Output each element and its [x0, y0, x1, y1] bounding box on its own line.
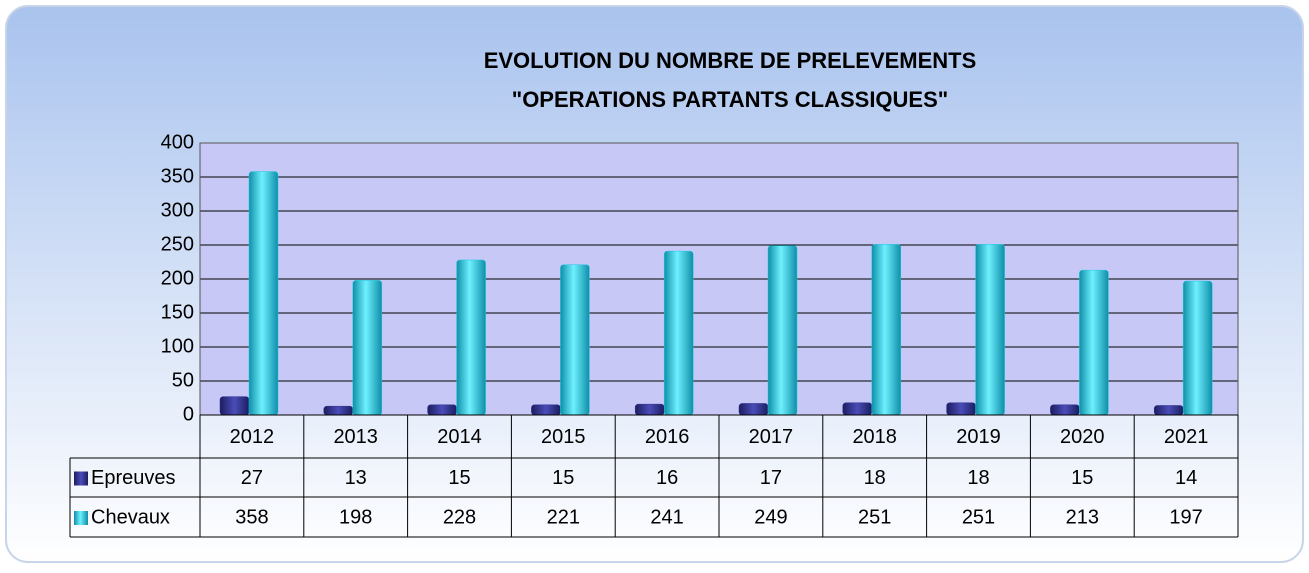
bar — [323, 405, 354, 416]
y-tick-label: 150 — [161, 301, 194, 323]
table-value: 198 — [339, 506, 372, 528]
x-tick-label: 2015 — [541, 426, 586, 448]
bar — [352, 280, 383, 416]
y-tick-label: 250 — [161, 233, 194, 255]
legend-label: Epreuves — [91, 467, 176, 489]
table-value: 358 — [235, 506, 268, 528]
table-value: 251 — [962, 506, 995, 528]
table-value: 213 — [1066, 506, 1099, 528]
legend-swatch — [74, 471, 88, 486]
bar — [1050, 404, 1080, 416]
table-value: 14 — [1175, 467, 1197, 489]
table-value: 228 — [443, 506, 476, 528]
bar — [427, 404, 457, 416]
x-tick-label: 2016 — [645, 426, 690, 448]
table-value: 249 — [754, 506, 787, 528]
table-value: 197 — [1169, 506, 1202, 528]
bar — [871, 244, 902, 416]
table-value: 15 — [448, 467, 470, 489]
y-tick-label: 0 — [183, 403, 194, 425]
table-value: 251 — [858, 506, 891, 528]
table-value: 18 — [864, 467, 886, 489]
table-value: 221 — [547, 506, 580, 528]
legend-label: Chevaux — [91, 506, 170, 528]
x-tick-label: 2013 — [333, 426, 378, 448]
table-value: 13 — [345, 467, 367, 489]
chart-subtitle: "OPERATIONS PARTANTS CLASSIQUES" — [512, 87, 948, 112]
table-value: 15 — [552, 467, 574, 489]
x-tick-label: 2012 — [230, 426, 275, 448]
table-value: 27 — [241, 467, 263, 489]
table-value: 15 — [1071, 467, 1093, 489]
x-tick-label: 2017 — [749, 426, 794, 448]
table-value: 18 — [967, 467, 989, 489]
x-tick-label: 2019 — [956, 426, 1001, 448]
bar — [842, 402, 873, 416]
legend-swatch — [74, 511, 88, 525]
y-tick-label: 350 — [161, 165, 194, 187]
bar — [248, 171, 279, 416]
table-value: 241 — [650, 506, 683, 528]
bar — [767, 245, 798, 416]
bar — [1079, 269, 1109, 416]
y-tick-label: 300 — [161, 199, 194, 221]
bar — [560, 264, 590, 416]
x-tick-label: 2021 — [1164, 426, 1209, 448]
x-tick-label: 2020 — [1060, 426, 1105, 448]
y-tick-label: 50 — [172, 369, 194, 391]
x-tick-label: 2018 — [852, 426, 897, 448]
y-tick-label: 200 — [161, 267, 194, 289]
bar — [946, 402, 976, 416]
x-tick-label: 2014 — [437, 426, 482, 448]
bar — [663, 250, 694, 416]
y-tick-label: 400 — [161, 131, 194, 153]
table-value: 17 — [760, 467, 782, 489]
bar — [1182, 280, 1213, 416]
bar — [738, 403, 769, 416]
bar — [456, 259, 486, 416]
bar — [1153, 405, 1184, 416]
table-value: 16 — [656, 467, 678, 489]
chart-title: EVOLUTION DU NOMBRE DE PRELEVEMENTS — [484, 48, 977, 73]
bar — [634, 403, 665, 416]
y-tick-label: 100 — [161, 335, 194, 357]
bar — [219, 396, 250, 416]
bar — [975, 244, 1005, 416]
bar — [531, 404, 561, 416]
